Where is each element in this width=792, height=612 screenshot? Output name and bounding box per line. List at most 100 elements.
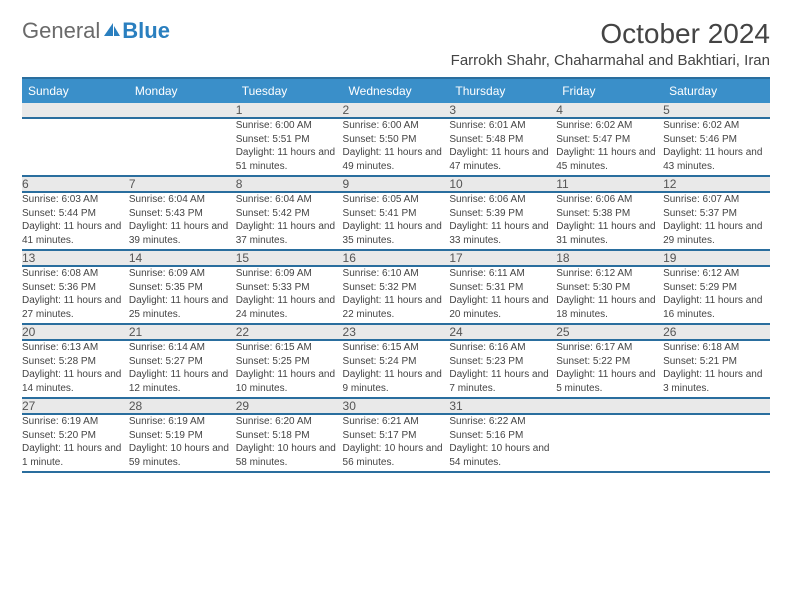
day-number: 28 [129,398,236,414]
sunset-text: Sunset: 5:21 PM [663,355,770,369]
sunrise-text: Sunrise: 6:15 AM [343,341,450,355]
day-number-row: 2728293031 [22,398,770,414]
sunrise-text: Sunrise: 6:17 AM [556,341,663,355]
sunset-text: Sunset: 5:29 PM [663,281,770,295]
day-number: 26 [663,324,770,340]
sunrise-text: Sunrise: 6:11 AM [449,267,556,281]
day-cell [663,414,770,472]
sunset-text: Sunset: 5:43 PM [129,207,236,221]
daylight-text: Daylight: 11 hours and 16 minutes. [663,294,770,321]
sunrise-text: Sunrise: 6:00 AM [343,119,450,133]
daylight-text: Daylight: 11 hours and 39 minutes. [129,220,236,247]
day-number-row: 12345 [22,103,770,118]
day-number: 24 [449,324,556,340]
sunrise-text: Sunrise: 6:01 AM [449,119,556,133]
day-cell: Sunrise: 6:07 AMSunset: 5:37 PMDaylight:… [663,192,770,250]
day-number-row: 6789101112 [22,176,770,192]
weekday-header-row: Sunday Monday Tuesday Wednesday Thursday… [22,78,770,103]
day-number: 30 [343,398,450,414]
day-number: 4 [556,103,663,118]
sunrise-text: Sunrise: 6:08 AM [22,267,129,281]
sunrise-text: Sunrise: 6:09 AM [129,267,236,281]
sunset-text: Sunset: 5:24 PM [343,355,450,369]
sunrise-text: Sunrise: 6:21 AM [343,415,450,429]
weekday-header: Tuesday [236,78,343,103]
sunrise-text: Sunrise: 6:14 AM [129,341,236,355]
day-cell: Sunrise: 6:20 AMSunset: 5:18 PMDaylight:… [236,414,343,472]
brand-logo: General Blue [22,18,170,44]
sunrise-text: Sunrise: 6:06 AM [556,193,663,207]
day-cell: Sunrise: 6:17 AMSunset: 5:22 PMDaylight:… [556,340,663,398]
sunset-text: Sunset: 5:30 PM [556,281,663,295]
day-cell: Sunrise: 6:00 AMSunset: 5:50 PMDaylight:… [343,118,450,176]
sunset-text: Sunset: 5:25 PM [236,355,343,369]
daylight-text: Daylight: 11 hours and 22 minutes. [343,294,450,321]
sunrise-text: Sunrise: 6:10 AM [343,267,450,281]
day-cell: Sunrise: 6:11 AMSunset: 5:31 PMDaylight:… [449,266,556,324]
day-number: 5 [663,103,770,118]
weekday-header: Monday [129,78,236,103]
sunrise-text: Sunrise: 6:05 AM [343,193,450,207]
sunrise-text: Sunrise: 6:19 AM [22,415,129,429]
daylight-text: Daylight: 11 hours and 24 minutes. [236,294,343,321]
day-number: 9 [343,176,450,192]
daylight-text: Daylight: 11 hours and 12 minutes. [129,368,236,395]
day-number [22,103,129,118]
weekday-header: Wednesday [343,78,450,103]
sunrise-text: Sunrise: 6:18 AM [663,341,770,355]
sunset-text: Sunset: 5:17 PM [343,429,450,443]
sunrise-text: Sunrise: 6:03 AM [22,193,129,207]
day-number: 31 [449,398,556,414]
day-cell: Sunrise: 6:18 AMSunset: 5:21 PMDaylight:… [663,340,770,398]
sunset-text: Sunset: 5:28 PM [22,355,129,369]
daylight-text: Daylight: 11 hours and 37 minutes. [236,220,343,247]
location-label: Farrokh Shahr, Chaharmahal and Bakhtiari… [451,52,770,69]
daylight-text: Daylight: 11 hours and 27 minutes. [22,294,129,321]
day-content-row: Sunrise: 6:13 AMSunset: 5:28 PMDaylight:… [22,340,770,398]
day-content-row: Sunrise: 6:03 AMSunset: 5:44 PMDaylight:… [22,192,770,250]
weekday-header: Sunday [22,78,129,103]
sunset-text: Sunset: 5:35 PM [129,281,236,295]
day-content-row: Sunrise: 6:00 AMSunset: 5:51 PMDaylight:… [22,118,770,176]
sunset-text: Sunset: 5:38 PM [556,207,663,221]
sunset-text: Sunset: 5:46 PM [663,133,770,147]
day-number: 22 [236,324,343,340]
sunrise-text: Sunrise: 6:04 AM [236,193,343,207]
day-number [663,398,770,414]
sunset-text: Sunset: 5:41 PM [343,207,450,221]
sunrise-text: Sunrise: 6:16 AM [449,341,556,355]
day-number: 25 [556,324,663,340]
day-number: 17 [449,250,556,266]
day-cell: Sunrise: 6:06 AMSunset: 5:39 PMDaylight:… [449,192,556,250]
day-cell: Sunrise: 6:02 AMSunset: 5:46 PMDaylight:… [663,118,770,176]
day-content-row: Sunrise: 6:08 AMSunset: 5:36 PMDaylight:… [22,266,770,324]
daylight-text: Daylight: 11 hours and 31 minutes. [556,220,663,247]
sunset-text: Sunset: 5:31 PM [449,281,556,295]
sunset-text: Sunset: 5:33 PM [236,281,343,295]
day-number: 27 [22,398,129,414]
sunrise-text: Sunrise: 6:12 AM [556,267,663,281]
sunset-text: Sunset: 5:48 PM [449,133,556,147]
day-number: 12 [663,176,770,192]
sunrise-text: Sunrise: 6:22 AM [449,415,556,429]
sunrise-text: Sunrise: 6:07 AM [663,193,770,207]
day-cell: Sunrise: 6:04 AMSunset: 5:42 PMDaylight:… [236,192,343,250]
day-number: 16 [343,250,450,266]
daylight-text: Daylight: 11 hours and 45 minutes. [556,146,663,173]
day-cell: Sunrise: 6:22 AMSunset: 5:16 PMDaylight:… [449,414,556,472]
day-number: 6 [22,176,129,192]
daylight-text: Daylight: 11 hours and 47 minutes. [449,146,556,173]
day-cell: Sunrise: 6:21 AMSunset: 5:17 PMDaylight:… [343,414,450,472]
day-cell: Sunrise: 6:15 AMSunset: 5:25 PMDaylight:… [236,340,343,398]
daylight-text: Daylight: 11 hours and 29 minutes. [663,220,770,247]
day-cell: Sunrise: 6:04 AMSunset: 5:43 PMDaylight:… [129,192,236,250]
sail-icon [103,22,121,38]
day-number: 10 [449,176,556,192]
day-number: 19 [663,250,770,266]
day-number: 2 [343,103,450,118]
day-cell: Sunrise: 6:00 AMSunset: 5:51 PMDaylight:… [236,118,343,176]
weekday-header: Thursday [449,78,556,103]
daylight-text: Daylight: 10 hours and 54 minutes. [449,442,556,469]
day-cell: Sunrise: 6:09 AMSunset: 5:33 PMDaylight:… [236,266,343,324]
sunset-text: Sunset: 5:36 PM [22,281,129,295]
